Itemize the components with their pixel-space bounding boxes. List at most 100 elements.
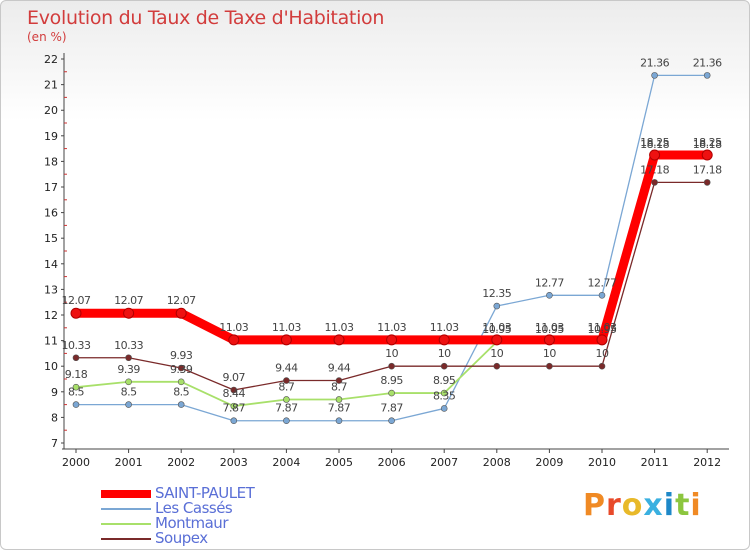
data-label: 11.03 (430, 321, 459, 334)
x-tick-label: 2002 (167, 456, 195, 469)
legend-label: SAINT-PAULET (155, 484, 255, 502)
data-label: 10 (543, 347, 556, 360)
data-point (72, 383, 80, 391)
x-tick-label: 2004 (272, 456, 300, 469)
data-label: 9.44 (328, 362, 351, 375)
data-point (72, 354, 80, 362)
series-line-0 (76, 150, 708, 345)
y-tick-label: 16 (44, 207, 58, 220)
x-tick-label: 2005 (325, 456, 353, 469)
y-tick-label: 8 (51, 411, 58, 424)
data-point (388, 362, 395, 370)
data-label: 9.07 (223, 371, 246, 384)
data-label: 8.7 (331, 380, 347, 393)
data-label: 10.95 (535, 323, 564, 336)
data-label: 12.77 (535, 276, 564, 289)
y-tick-label: 20 (44, 104, 58, 117)
data-point (230, 386, 238, 394)
data-point (228, 334, 240, 346)
data-point (491, 334, 503, 346)
legend-swatch (101, 523, 151, 525)
data-label: 9.39 (117, 363, 140, 376)
x-tick-label: 2006 (378, 456, 406, 469)
y-tick-label: 11 (44, 335, 58, 348)
data-label: 10.33 (62, 339, 91, 352)
data-label: 12.77 (588, 276, 617, 289)
legend-swatch (101, 508, 151, 510)
data-point (283, 396, 290, 403)
data-point (230, 417, 238, 425)
y-tick-label: 18 (44, 155, 58, 168)
data-label: 11.03 (219, 321, 248, 334)
y-tick-label: 17 (44, 181, 58, 194)
data-label: 7.87 (380, 402, 403, 415)
data-label: 10.95 (482, 323, 511, 336)
data-point (280, 334, 292, 346)
data-label: 8.35 (433, 389, 456, 402)
data-point (651, 72, 658, 79)
data-label: 9.18 (65, 368, 88, 381)
data-label: 8.95 (380, 374, 403, 387)
data-point (651, 179, 658, 186)
legend-label: Les Cassés (155, 499, 233, 517)
data-label: 8.5 (121, 386, 137, 399)
data-point (123, 307, 135, 319)
y-tick-label: 15 (44, 232, 58, 245)
data-label: 12.07 (114, 294, 143, 307)
proxiti-logo: Proxiti (583, 488, 702, 523)
y-tick-label: 10 (44, 360, 58, 373)
data-point (440, 405, 448, 412)
data-point (175, 307, 187, 319)
data-label: 8.44 (223, 387, 246, 400)
y-tick-label: 9 (51, 386, 58, 399)
data-label: 21.36 (640, 56, 669, 69)
data-label: 8.5 (68, 386, 84, 399)
data-label: 11.03 (482, 321, 511, 334)
data-point (598, 362, 606, 370)
legend-swatch (101, 538, 151, 540)
data-point (335, 377, 343, 384)
data-label: 11.03 (377, 321, 406, 334)
x-tick-label: 2009 (535, 456, 563, 469)
data-label: 18.18 (640, 138, 669, 151)
data-label: 11.03 (272, 321, 301, 334)
data-point (72, 401, 80, 408)
data-point (493, 362, 501, 370)
data-point (335, 396, 343, 403)
data-label: 11.03 (325, 321, 354, 334)
data-label: 18.25 (693, 136, 722, 149)
data-label: 9.39 (170, 363, 193, 376)
data-label: 8.95 (433, 374, 456, 387)
data-label: 12.07 (167, 294, 196, 307)
x-tick-label: 2008 (483, 456, 511, 469)
data-point (125, 401, 132, 408)
data-label: 10 (596, 347, 609, 360)
data-point (388, 417, 395, 425)
data-point (438, 334, 450, 346)
data-label: 12.35 (482, 287, 511, 300)
x-tick-label: 2001 (115, 456, 143, 469)
data-point (177, 364, 185, 372)
data-point (701, 149, 713, 161)
data-label: 7.87 (275, 402, 298, 415)
y-tick-label: 13 (44, 283, 58, 296)
data-label: 11.03 (535, 321, 564, 334)
data-label: 10.95 (588, 323, 617, 336)
data-point (440, 362, 448, 370)
data-point (125, 378, 132, 386)
data-label: 10.33 (114, 339, 143, 352)
y-tick-label: 12 (44, 309, 58, 322)
data-point (177, 401, 185, 408)
data-label: 8.7 (278, 380, 294, 393)
data-point (333, 334, 345, 346)
y-tick-label: 14 (44, 258, 58, 271)
x-tick-label: 2012 (693, 456, 721, 469)
legend-label: Soupex (155, 529, 208, 547)
x-tick-label: 2007 (430, 456, 458, 469)
data-point (546, 291, 553, 299)
data-point (283, 377, 290, 384)
chart-subtitle: (en %) (27, 30, 67, 44)
y-tick-label: 7 (51, 437, 58, 450)
